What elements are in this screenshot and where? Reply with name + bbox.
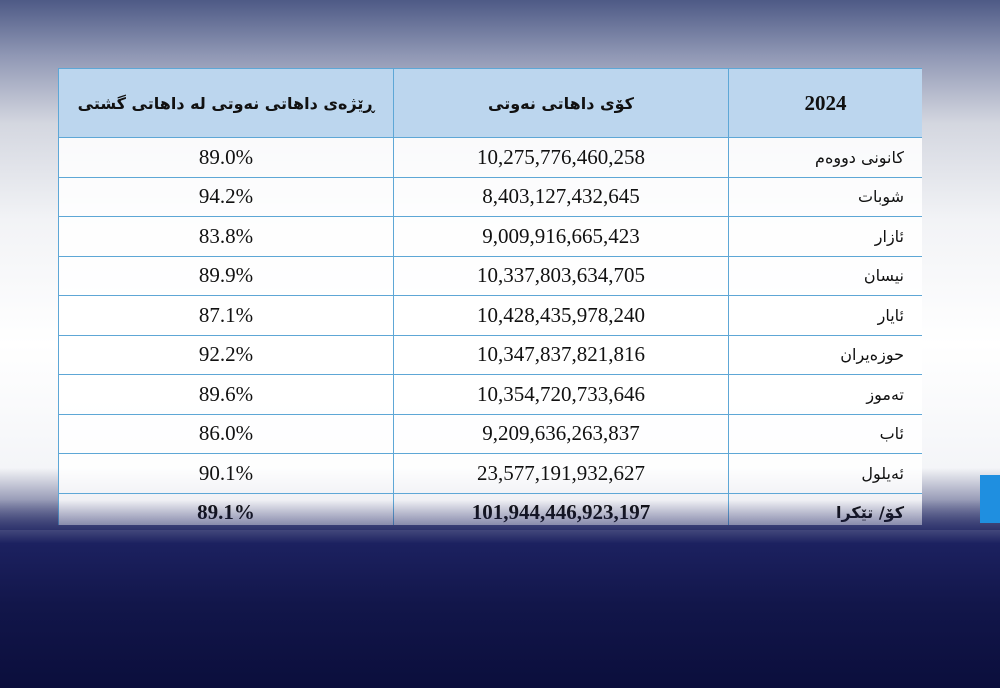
ratio-cell: 94.2% xyxy=(58,176,394,217)
ratio-cell: 89.9% xyxy=(58,255,394,296)
month-cell: نیسان xyxy=(728,255,922,296)
header-cell: کۆی داهاتی نەوتی xyxy=(393,68,729,138)
total-cell: 9,209,636,263,837 xyxy=(393,413,729,454)
total-cell: 9,009,916,665,423 xyxy=(393,216,729,257)
ratio-cell: 83.8% xyxy=(58,216,394,257)
header-cell: ڕێژەی داهاتی نەوتی لە داهاتی گشتی xyxy=(58,68,394,138)
month-cell: ئایار xyxy=(728,295,922,336)
ratio-cell: 89.0% xyxy=(58,137,394,178)
total-cell: 10,428,435,978,240 xyxy=(393,295,729,336)
table-row: 92.2% 10,347,837,821,816 حوزەیران xyxy=(58,334,922,375)
total-cell: 8,403,127,432,645 xyxy=(393,176,729,217)
table-row: 83.8% 9,009,916,665,423 ئازار xyxy=(58,216,922,257)
ratio-cell: 87.1% xyxy=(58,295,394,336)
table-row: 86.0% 9,209,636,263,837 ئاب xyxy=(58,413,922,454)
side-tab xyxy=(980,475,1000,523)
month-cell: حوزەیران xyxy=(728,334,922,375)
total-cell: 101,944,446,923,197 xyxy=(393,492,729,525)
table-body: 89.0% 10,275,776,460,258 کانونی دووەم 94.2%… xyxy=(58,137,922,525)
table-row: 89.6% 10,354,720,733,646 تەموز xyxy=(58,374,922,415)
total-cell: 10,347,837,821,816 xyxy=(393,334,729,375)
month-cell: تەموز xyxy=(728,374,922,415)
header-row: ڕێژەی داهاتی نەوتی لە داهاتی گشتی کۆی دا… xyxy=(58,68,922,138)
ratio-cell: 90.1% xyxy=(58,453,394,494)
ratio-cell: 86.0% xyxy=(58,413,394,454)
table-container: ڕێژەی داهاتی نەوتی لە داهاتی گشتی کۆی دا… xyxy=(58,68,922,525)
month-cell: شوبات xyxy=(728,176,922,217)
total-cell: 10,337,803,634,705 xyxy=(393,255,729,296)
total-cell: 23,577,191,932,627 xyxy=(393,453,729,494)
month-cell: ئازار xyxy=(728,216,922,257)
revenue-table: ڕێژەی داهاتی نەوتی لە داهاتی گشتی کۆی دا… xyxy=(58,68,922,525)
total-cell: 10,354,720,733,646 xyxy=(393,374,729,415)
month-cell: کۆ/ تێکرا xyxy=(728,492,922,525)
ratio-cell: 89.1% xyxy=(58,492,394,525)
table-row: 90.1% 23,577,191,932,627 ئەیلول xyxy=(58,453,922,494)
table-row: 89.9% 10,337,803,634,705 نیسان xyxy=(58,255,922,296)
table-row: 94.2% 8,403,127,432,645 شوبات xyxy=(58,176,922,217)
month-cell: ئاب xyxy=(728,413,922,454)
header-cell: 2024 xyxy=(728,68,922,138)
total-cell: 10,275,776,460,258 xyxy=(393,137,729,178)
ratio-cell: 92.2% xyxy=(58,334,394,375)
ratio-cell: 89.6% xyxy=(58,374,394,415)
month-cell: ئەیلول xyxy=(728,453,922,494)
table-row: 87.1% 10,428,435,978,240 ئایار xyxy=(58,295,922,336)
table-row: 89.0% 10,275,776,460,258 کانونی دووەم xyxy=(58,137,922,178)
month-cell: کانونی دووەم xyxy=(728,137,922,178)
table-row: 89.1% 101,944,446,923,197 کۆ/ تێکرا xyxy=(58,492,922,525)
